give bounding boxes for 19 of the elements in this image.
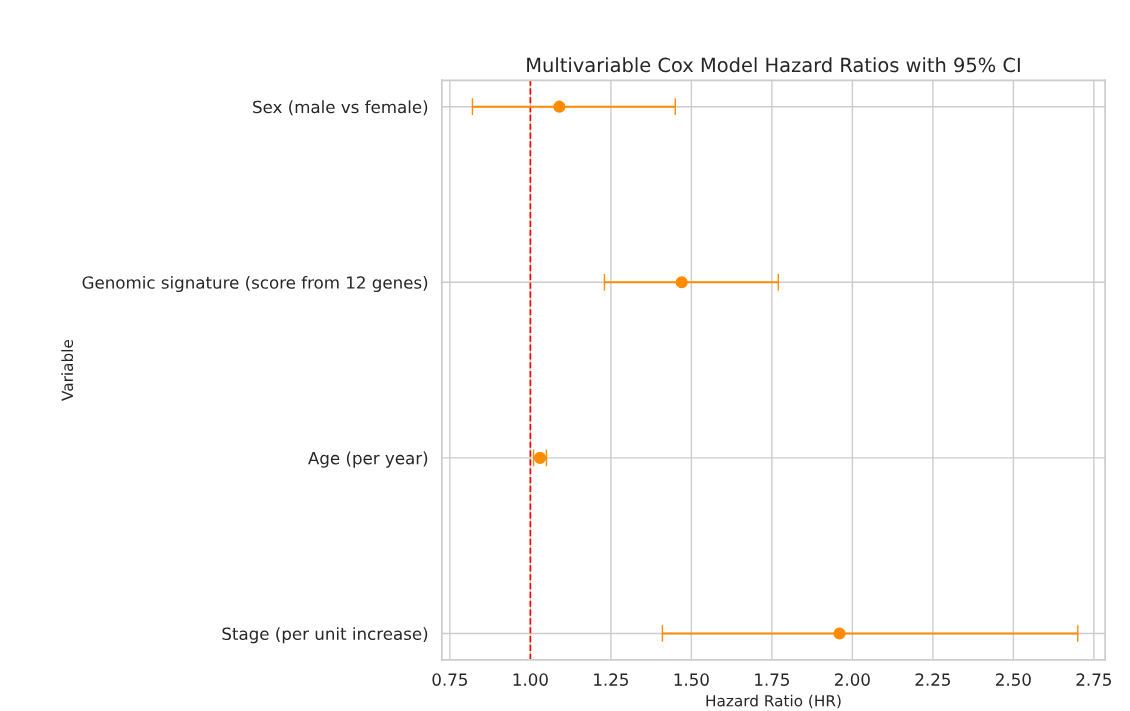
y-tick-label: Stage (per unit increase) bbox=[222, 627, 428, 644]
x-tick-label: 1.75 bbox=[755, 673, 789, 686]
y-tick-label: Genomic signature (score from 12 genes) bbox=[82, 275, 428, 293]
x-tick-label: 2.75 bbox=[1076, 673, 1111, 686]
point bbox=[553, 100, 566, 113]
x-tick-label: 0.75 bbox=[432, 673, 467, 686]
x-tick-label: 1.00 bbox=[513, 673, 548, 686]
y-axis-title: Variable bbox=[61, 339, 74, 401]
x-tick-label: 1.50 bbox=[674, 673, 709, 686]
y-tick-label: Sex (male vs female) bbox=[253, 100, 428, 116]
x-axis-title: Hazard Ratio (HR) bbox=[706, 694, 841, 709]
x-tick-label: 1.25 bbox=[594, 673, 628, 686]
point bbox=[675, 276, 688, 289]
chart-title: Multivariable Cox Model Hazard Ratios with 95% CI bbox=[527, 57, 1020, 73]
point bbox=[833, 627, 846, 640]
x-tick-label: 2.00 bbox=[835, 673, 870, 686]
x-tick-label: 2.50 bbox=[996, 673, 1031, 686]
y-tick-label: Age (per year) bbox=[308, 451, 428, 468]
x-tick-label: 2.25 bbox=[915, 673, 950, 686]
